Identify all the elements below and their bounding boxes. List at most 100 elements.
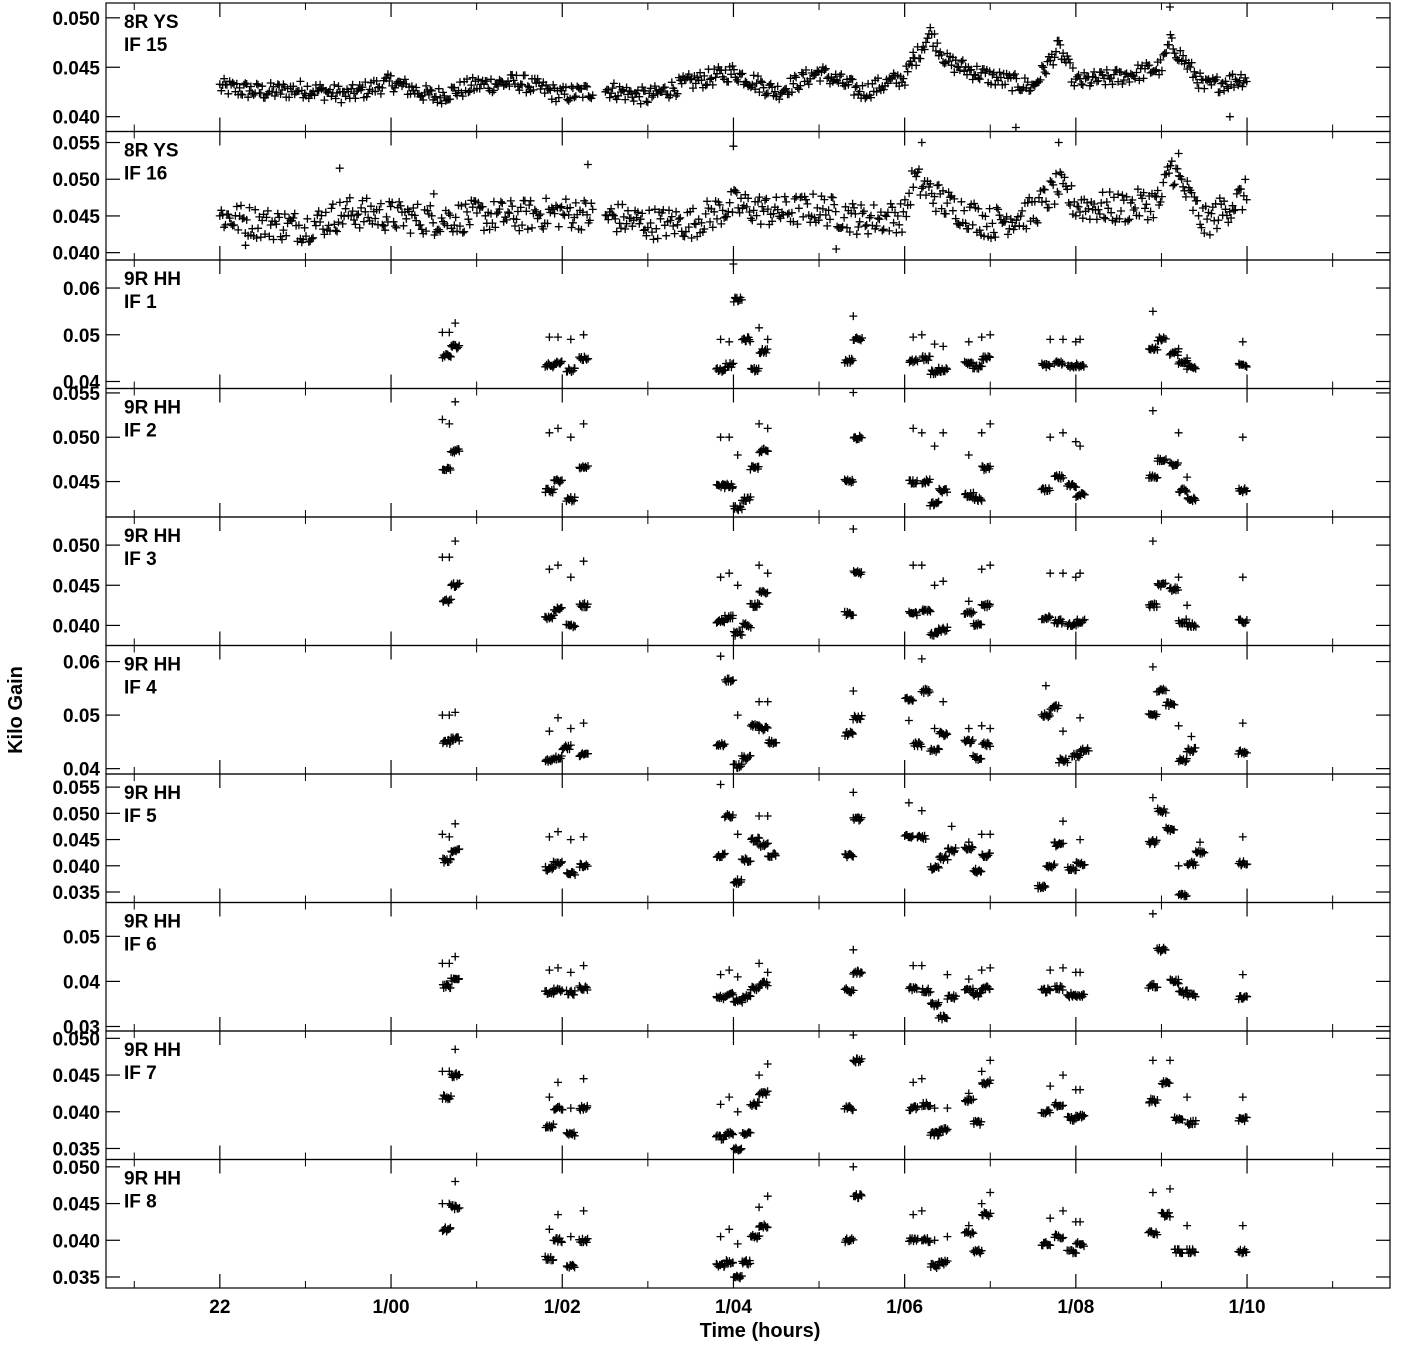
data-point bbox=[583, 1234, 592, 1243]
data-point bbox=[1109, 70, 1118, 79]
data-point bbox=[1011, 123, 1020, 132]
data-point bbox=[327, 204, 336, 213]
y-tick-label: 0.035 bbox=[52, 1139, 100, 1160]
data-point bbox=[1162, 455, 1170, 464]
data-point bbox=[937, 51, 946, 59]
data-point bbox=[429, 218, 438, 227]
data-point bbox=[849, 477, 857, 486]
data-point bbox=[920, 45, 929, 54]
data-point bbox=[898, 228, 906, 237]
data-point bbox=[737, 70, 745, 79]
data-point bbox=[1101, 214, 1110, 223]
data-point bbox=[321, 208, 330, 217]
data-point bbox=[319, 225, 327, 234]
data-point bbox=[505, 209, 514, 218]
data-point bbox=[1080, 490, 1089, 499]
data-point bbox=[909, 48, 918, 57]
data-point bbox=[570, 1263, 579, 1272]
data-point bbox=[755, 600, 764, 609]
data-point bbox=[722, 212, 731, 221]
data-point bbox=[328, 200, 337, 209]
data-point bbox=[557, 202, 566, 211]
data-point bbox=[1050, 200, 1059, 209]
data-point bbox=[334, 218, 343, 227]
data-point bbox=[968, 843, 977, 852]
data-point bbox=[368, 219, 377, 228]
data-point bbox=[642, 97, 651, 106]
data-point bbox=[986, 963, 995, 972]
data-point bbox=[568, 218, 577, 227]
panel-frame bbox=[105, 901, 1391, 1032]
data-point bbox=[539, 224, 548, 233]
data-point bbox=[584, 749, 592, 758]
data-point bbox=[465, 87, 474, 96]
data-point bbox=[1092, 215, 1101, 224]
data-point bbox=[861, 222, 870, 231]
data-point bbox=[1032, 216, 1041, 225]
panel-label-if: IF 7 bbox=[124, 1063, 157, 1084]
data-point bbox=[924, 686, 933, 694]
data-point bbox=[1228, 201, 1237, 210]
data-point bbox=[378, 83, 387, 92]
data-point bbox=[1235, 76, 1244, 85]
data-point bbox=[467, 81, 476, 90]
data-point bbox=[763, 447, 772, 456]
data-point bbox=[653, 234, 662, 243]
data-point bbox=[958, 56, 967, 65]
data-point bbox=[937, 204, 946, 213]
data-point bbox=[1176, 46, 1185, 55]
data-point bbox=[917, 428, 926, 437]
data-point bbox=[719, 850, 728, 859]
data-point bbox=[626, 87, 635, 96]
y-tick-label: 0.055 bbox=[52, 384, 100, 405]
data-point bbox=[1156, 198, 1165, 206]
data-point bbox=[977, 565, 986, 574]
data-point bbox=[1165, 1208, 1173, 1217]
data-point bbox=[916, 54, 925, 63]
data-point bbox=[554, 963, 562, 972]
data-point bbox=[1046, 433, 1055, 442]
data-point bbox=[986, 1076, 995, 1085]
data-point bbox=[1063, 758, 1072, 767]
data-point bbox=[1059, 569, 1067, 578]
data-point bbox=[570, 93, 579, 102]
data-point bbox=[988, 70, 997, 79]
data-point bbox=[607, 204, 616, 213]
data-point bbox=[566, 741, 575, 750]
data-point bbox=[1166, 161, 1175, 170]
data-point bbox=[830, 200, 839, 209]
data-point bbox=[1135, 76, 1144, 85]
data-point bbox=[968, 220, 977, 229]
data-point bbox=[821, 211, 830, 219]
data-point bbox=[556, 859, 565, 868]
data-point bbox=[943, 1014, 951, 1023]
data-point bbox=[515, 226, 524, 235]
data-point bbox=[396, 201, 405, 210]
data-point bbox=[1183, 177, 1192, 186]
data-point bbox=[280, 210, 289, 219]
data-point bbox=[1161, 579, 1170, 588]
data-point bbox=[1161, 808, 1170, 817]
data-point bbox=[438, 415, 447, 424]
data-point bbox=[429, 189, 438, 198]
data-point bbox=[941, 852, 950, 860]
data-point bbox=[1040, 881, 1049, 890]
data-point bbox=[530, 205, 539, 214]
data-point bbox=[991, 233, 1000, 242]
data-point bbox=[232, 79, 241, 88]
data-point bbox=[1173, 55, 1182, 64]
data-point bbox=[607, 89, 616, 98]
data-point bbox=[1190, 990, 1199, 999]
data-point bbox=[550, 209, 559, 218]
data-point bbox=[737, 295, 746, 304]
data-point bbox=[1148, 406, 1157, 415]
data-point bbox=[518, 221, 527, 230]
data-point bbox=[1225, 112, 1234, 121]
data-point bbox=[1238, 82, 1247, 91]
data-point bbox=[400, 75, 409, 84]
data-point bbox=[737, 631, 746, 640]
data-point bbox=[917, 1206, 926, 1215]
data-point bbox=[579, 719, 588, 728]
data-point bbox=[977, 620, 986, 629]
data-point bbox=[588, 205, 597, 214]
